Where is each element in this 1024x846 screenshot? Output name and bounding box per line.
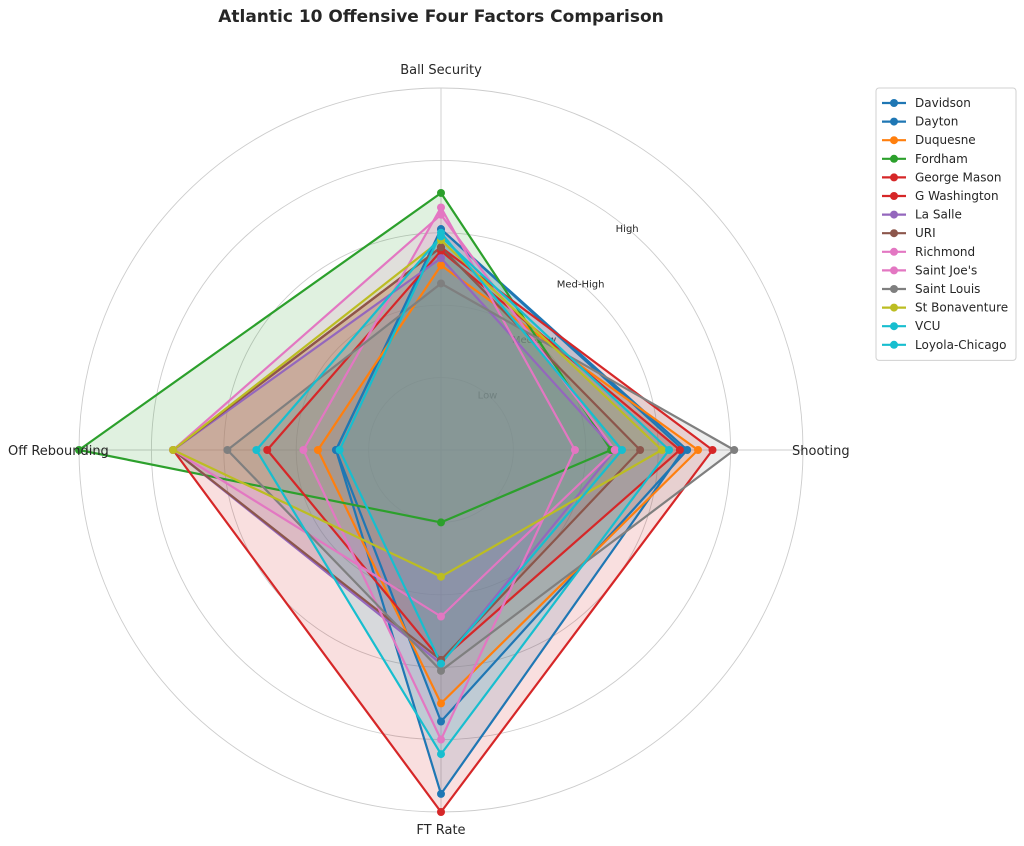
series-fill-loyola-chicago — [339, 232, 622, 664]
axis-label-shooting: Shooting — [792, 444, 850, 459]
axis-labels: Shooting Ball Security Off Rebounding FT Ra… — [8, 63, 850, 838]
data-point-g-washington-1 — [675, 446, 684, 454]
data-point-duquesne-4 — [437, 699, 445, 708]
legend-swatch-marker-dayton — [890, 117, 898, 126]
series-fill-saint-joe-s — [173, 214, 615, 617]
data-point-richmond-1 — [570, 446, 579, 454]
legend-entry-loyola-chicago: Loyola-Chicago — [915, 338, 1007, 352]
axis-label-ball-security: Ball Security — [400, 63, 482, 78]
series-fill-vcu — [256, 236, 670, 755]
data-point-saint-joe-s-2 — [437, 210, 445, 219]
legend-swatch-marker-saint-louis — [890, 285, 898, 293]
data-point-loyola-chicago-2 — [437, 228, 445, 237]
ring-tick-label: Med-High — [557, 280, 605, 291]
legend-entry-g-washington: G Washington — [915, 189, 999, 203]
legend-swatch-marker-vcu — [890, 322, 898, 331]
data-point-dayton-4 — [437, 789, 445, 798]
series-fill-duquesne — [317, 265, 698, 704]
legend-swatch-marker-la-salle — [890, 210, 898, 219]
chart-title: Atlantic 10 Offensive Four Factors Compa… — [218, 7, 664, 27]
legend-box — [875, 87, 1017, 361]
legend-swatch-marker-saint-joe-s — [890, 266, 898, 275]
data-point-st-bonaventure-4 — [437, 572, 445, 581]
legend-entry-george-mason: George Mason — [915, 170, 1001, 184]
legend-swatch-marker-richmond — [890, 247, 898, 256]
series-fill-richmond — [303, 207, 575, 740]
legend-entry-dayton: Dayton — [915, 115, 958, 129]
series-fill-davidson — [336, 229, 688, 722]
data-point-saint-louis-4 — [437, 666, 445, 675]
data-point-st-bonaventure-3 — [169, 446, 178, 454]
legend-entry-uri: URI — [915, 226, 936, 240]
legend-swatch-marker-duquesne — [890, 136, 898, 145]
legend-swatch-marker-st-bonaventure — [890, 303, 898, 312]
data-point-loyola-chicago-3 — [335, 446, 344, 454]
ring-tick-label: Low — [478, 391, 498, 402]
ring-tick-label: High — [616, 224, 639, 235]
data-point-vcu-4 — [437, 750, 445, 759]
legend-swatch-marker-fordham — [890, 154, 898, 163]
data-point-duquesne-2 — [437, 261, 445, 270]
legend-entry-st-bonaventure: St Bonaventure — [915, 301, 1008, 315]
series-markers — [75, 188, 739, 816]
legend-swatch-marker-george-mason — [890, 173, 898, 182]
data-point-davidson-4 — [437, 717, 445, 726]
legend-entry-duquesne: Duquesne — [915, 133, 976, 147]
data-point-richmond-4 — [437, 735, 445, 744]
legend-swatch-marker-g-washington — [890, 192, 898, 200]
legend-entry-fordham: Fordham — [915, 152, 968, 166]
data-point-st-bonaventure-1 — [657, 446, 666, 454]
data-point-duquesne-1 — [694, 446, 703, 454]
data-point-richmond-2 — [437, 203, 445, 212]
data-point-fordham-4 — [437, 518, 445, 527]
data-point-vcu-3 — [252, 446, 261, 454]
data-point-vcu-1 — [665, 446, 674, 454]
series-fills — [79, 193, 735, 813]
data-point-fordham-3 — [75, 446, 83, 454]
legend-entry-vcu: VCU — [915, 319, 940, 333]
legend-entry-richmond: Richmond — [915, 245, 975, 259]
series-fill-la-salle — [173, 258, 615, 664]
data-point-george-mason-1 — [708, 446, 717, 454]
legend-swatch-marker-davidson — [890, 99, 898, 107]
data-point-saint-louis-1 — [730, 446, 739, 454]
data-point-saint-joe-s-1 — [610, 446, 619, 454]
data-point-loyola-chicago-1 — [618, 446, 626, 454]
data-point-duquesne-3 — [313, 446, 322, 454]
legend-entry-saint-louis: Saint Louis — [915, 282, 980, 296]
data-point-fordham-2 — [437, 188, 445, 197]
legend-swatch-marker-loyola-chicago — [890, 340, 898, 349]
data-point-la-salle-2 — [437, 254, 445, 263]
data-point-saint-louis-3 — [223, 446, 232, 454]
data-point-g-washington-3 — [263, 446, 272, 454]
data-point-saint-louis-2 — [437, 279, 445, 288]
legend-entry-la-salle: La Salle — [915, 208, 962, 222]
data-point-saint-joe-s-4 — [437, 612, 445, 621]
data-point-uri-1 — [636, 446, 645, 454]
axis-label-ft-rate: FT Rate — [416, 823, 465, 838]
legend-entry-davidson: Davidson — [915, 96, 971, 110]
data-point-loyola-chicago-4 — [437, 659, 445, 668]
data-point-uri-2 — [437, 243, 445, 252]
legend: Davidson Dayton Duquesne Fordham George Maso… — [875, 87, 1017, 361]
legend-entry-saint-joe-s: Saint Joe's — [915, 263, 977, 277]
legend-swatch-marker-uri — [890, 229, 898, 238]
data-point-george-mason-4 — [437, 808, 445, 816]
data-point-richmond-3 — [299, 446, 308, 454]
axis-label-off-rebounding: Off Rebounding — [8, 444, 109, 459]
